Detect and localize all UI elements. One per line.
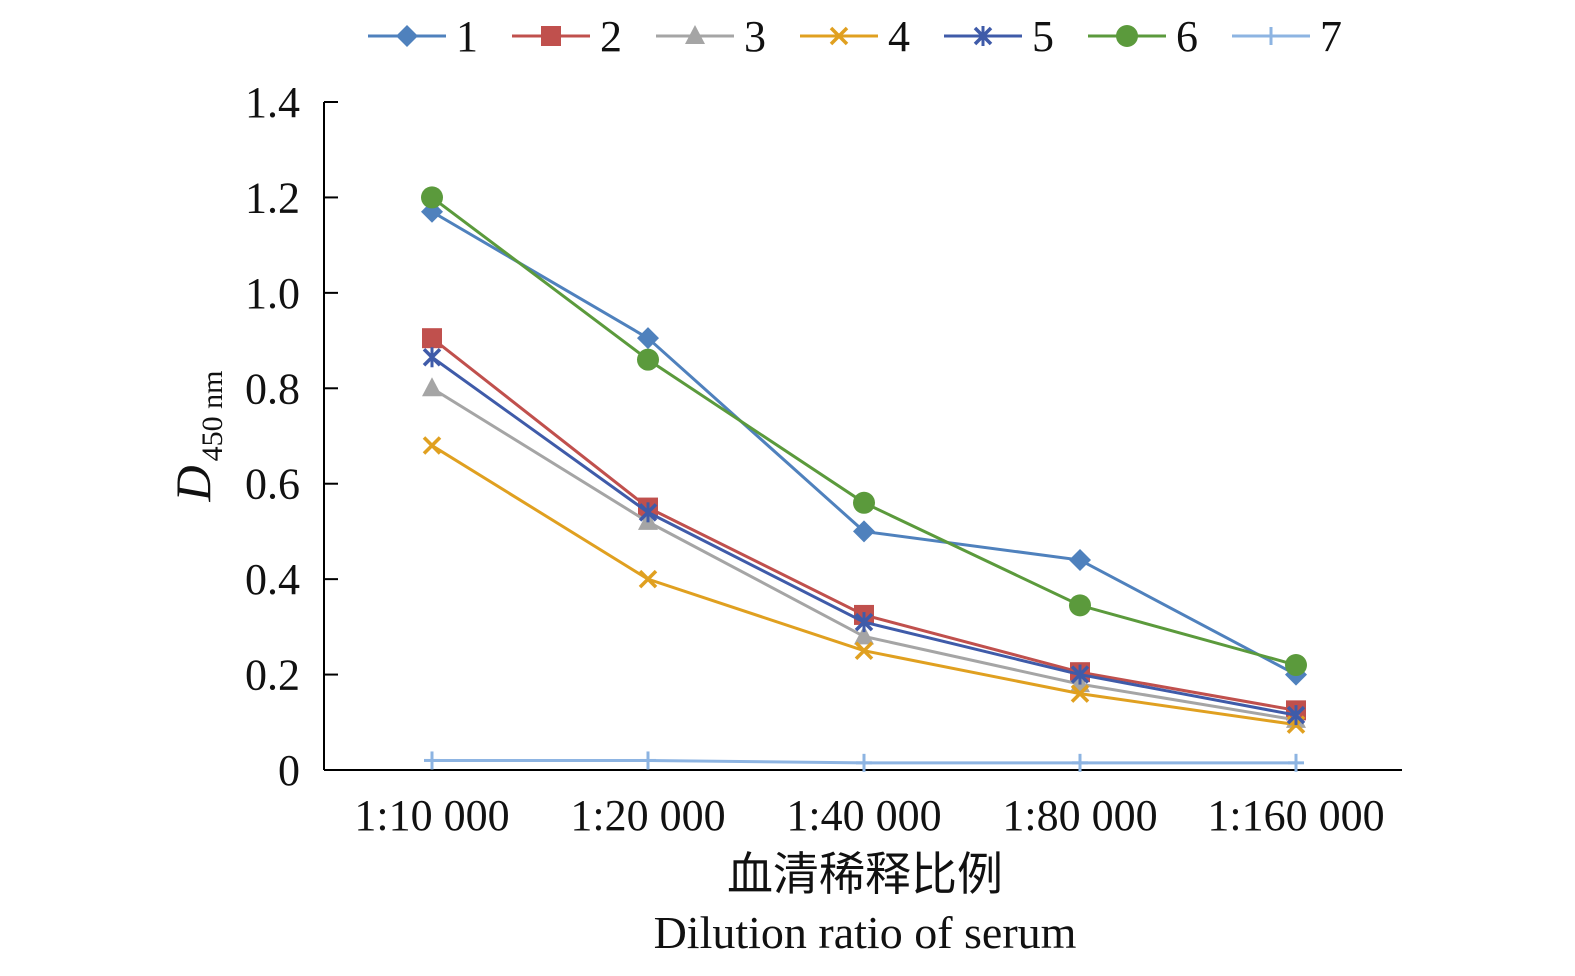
y-axis-title-sub: 450 nm (196, 371, 229, 462)
legend-label: 1 (456, 12, 478, 61)
y-tick-label: 1.4 (245, 78, 300, 127)
x-tick-label: 1:80 000 (1002, 791, 1157, 840)
y-ticks: 0 0.2 0.4 0.6 0.8 1.0 1.2 1.4 (245, 78, 338, 795)
x-ticks: 1:10 000 1:20 000 1:40 000 1:80 000 1:160 00… (354, 758, 1385, 840)
data-point (853, 491, 875, 514)
data-point (422, 377, 442, 397)
legend-marker (973, 26, 993, 46)
series-3 (422, 377, 1306, 728)
data-point (638, 569, 658, 589)
x-tick-label: 1:160 000 (1207, 791, 1384, 840)
data-point (1072, 753, 1088, 772)
legend-item-3: 3 (656, 12, 766, 61)
legend-marker (541, 26, 561, 46)
series-group (421, 186, 1307, 772)
series-line (431, 444, 1297, 727)
x-axis-title-en: Dilution ratio of serum (654, 907, 1077, 958)
svg-text:D450 nm: D450 nm (165, 371, 229, 503)
legend-label: 3 (744, 12, 766, 61)
data-point (1285, 654, 1307, 677)
data-point (854, 625, 874, 645)
data-point (637, 327, 659, 350)
data-point (422, 347, 442, 368)
data-point (854, 641, 874, 660)
legend-marker (396, 25, 418, 47)
data-point (1069, 549, 1091, 572)
data-point (1069, 594, 1091, 617)
legend-marker (685, 25, 705, 44)
x-tick-label: 1:20 000 (570, 791, 725, 840)
legend-item-6: 6 (1088, 12, 1198, 61)
y-tick-label: 1.0 (245, 269, 300, 318)
y-tick-label: 0.8 (245, 364, 300, 413)
legend-item-2: 2 (512, 12, 622, 61)
data-point (1288, 753, 1304, 772)
data-point (422, 328, 442, 349)
series-1 (421, 200, 1307, 686)
legend-marker (1116, 25, 1138, 47)
legend-label: 6 (1176, 12, 1198, 61)
legend-marker (829, 26, 849, 46)
data-point (637, 348, 659, 371)
y-tick-label: 1.2 (245, 173, 300, 222)
legend-item-5: 5 (944, 12, 1054, 61)
legend-label: 2 (600, 12, 622, 61)
series-6 (421, 186, 1307, 677)
x-tick-label: 1:40 000 (786, 791, 941, 840)
legend-item-1: 1 (368, 12, 478, 61)
data-point (853, 520, 875, 543)
data-point (638, 502, 658, 523)
data-point (856, 753, 872, 772)
series-5 (422, 347, 1306, 726)
data-point (640, 751, 656, 770)
x-axis-title: 血清稀释比例 (727, 849, 1003, 900)
data-point (854, 612, 874, 633)
y-tick-label: 0.4 (245, 555, 300, 604)
data-point (424, 751, 440, 770)
x-tick-label: 1:10 000 (354, 791, 509, 840)
legend-item-4: 4 (800, 12, 910, 61)
data-point (1286, 705, 1306, 726)
y-tick-label: 0.2 (245, 651, 300, 700)
legend-label: 4 (888, 12, 910, 61)
data-point (421, 186, 443, 209)
y-tick-label: 0.6 (245, 460, 300, 509)
legend-item-7: 7 (1232, 12, 1342, 61)
series-line (431, 196, 1297, 667)
axes (323, 102, 1402, 771)
y-axis-title: D450 nm (165, 371, 229, 503)
legend-label: 7 (1320, 12, 1342, 61)
legend-marker (1263, 27, 1279, 45)
legend-label: 5 (1032, 12, 1054, 61)
series-7 (424, 751, 1304, 772)
y-axis-title-main: D (165, 465, 221, 502)
data-point (422, 436, 442, 455)
data-point (1070, 684, 1090, 703)
data-point (1070, 664, 1090, 685)
y-tick-label: 0 (278, 746, 300, 795)
legend: 1 2 3 4 5 6 7 (368, 12, 1342, 61)
